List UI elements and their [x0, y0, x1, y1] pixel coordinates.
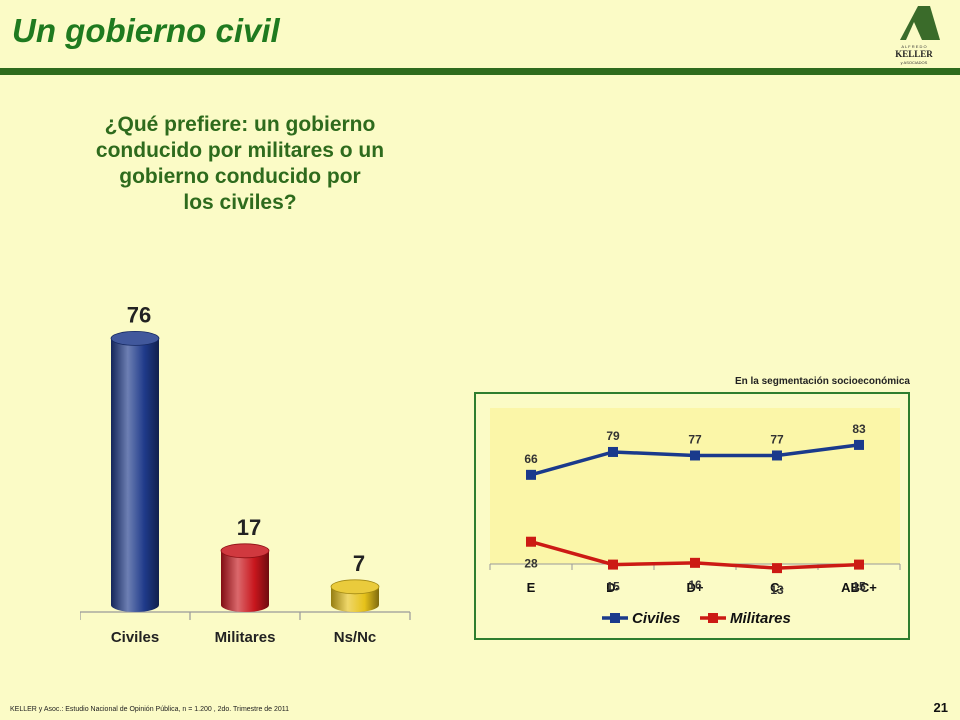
legend-label: Civiles: [632, 610, 680, 627]
bar-top: [330, 579, 380, 595]
segmentation-label: En la segmentación socioeconómica: [734, 376, 910, 387]
bar-value-label: 7: [353, 551, 365, 576]
page-title: Un gobierno civil: [12, 12, 280, 49]
svg-text:y ASOCIADOS: y ASOCIADOS: [901, 60, 928, 65]
legend-marker: [610, 613, 620, 623]
x-tick-label: D-: [606, 580, 620, 595]
data-label: 28: [524, 557, 538, 571]
segmentation-line-chart: E D- D+ C- ABC+ 66 79 77 77 83 28 15 16 13 15 Civiles Mi…: [489, 408, 901, 627]
x-tick-label: D+: [687, 580, 704, 595]
header-divider: [0, 68, 960, 75]
svg-text:A L F R E D O: A L F R E D O: [901, 44, 926, 49]
data-label: 83: [852, 422, 866, 436]
x-tick-label: C-: [770, 580, 784, 595]
data-label: 15: [852, 580, 866, 594]
data-label: 77: [688, 432, 702, 446]
bar-top: [220, 543, 270, 559]
data-point-militares: [690, 557, 700, 568]
bar-value-label: 76: [127, 302, 151, 327]
bar-civiles: [111, 338, 159, 612]
data-point-civiles: [690, 450, 700, 461]
x-tick-label: E: [527, 580, 536, 595]
bar-value-label: 17: [237, 515, 261, 540]
data-label: 77: [770, 432, 784, 446]
segmentation-panel: E D- D+ C- ABC+ 66 79 77 77 83 28 15 16 13 15 Civiles Mi…: [474, 392, 910, 640]
data-label: 79: [606, 429, 620, 443]
bar-top: [110, 331, 160, 346]
x-tick-label: ABC+: [841, 580, 877, 595]
bar-militares: [221, 550, 269, 612]
data-label: 16: [688, 578, 702, 592]
data-point-militares: [854, 559, 864, 570]
preference-bar-chart: 76 Civiles 17 Militares 7 Ns/Nc: [80, 302, 411, 646]
legend-label: Militares: [730, 610, 791, 627]
plot-area: [490, 408, 900, 564]
survey-question: ¿Qué prefiere: un gobierno conducido por…: [95, 113, 385, 214]
data-point-civiles: [854, 439, 864, 450]
legend-marker: [708, 613, 718, 623]
data-label: 13: [770, 583, 784, 597]
x-tick-label: Ns/Nc: [334, 629, 377, 646]
x-tick-label: Civiles: [111, 629, 159, 646]
keller-logo: A L F R E D O KELLER y ASOCIADOS: [884, 4, 944, 68]
data-point-civiles: [608, 446, 618, 457]
x-tick-label: Militares: [215, 629, 276, 646]
svg-text:KELLER: KELLER: [895, 49, 933, 59]
data-point-civiles: [526, 469, 536, 480]
data-label: 66: [524, 452, 538, 466]
data-point-militares: [608, 559, 618, 570]
page-number: 21: [933, 700, 948, 715]
data-label: 15: [606, 580, 620, 594]
source-footnote: KELLER y Asoc.: Estudio Nacional de Opin…: [10, 706, 290, 713]
data-point-militares: [772, 563, 782, 574]
data-point-militares: [526, 536, 536, 547]
data-point-civiles: [772, 450, 782, 461]
